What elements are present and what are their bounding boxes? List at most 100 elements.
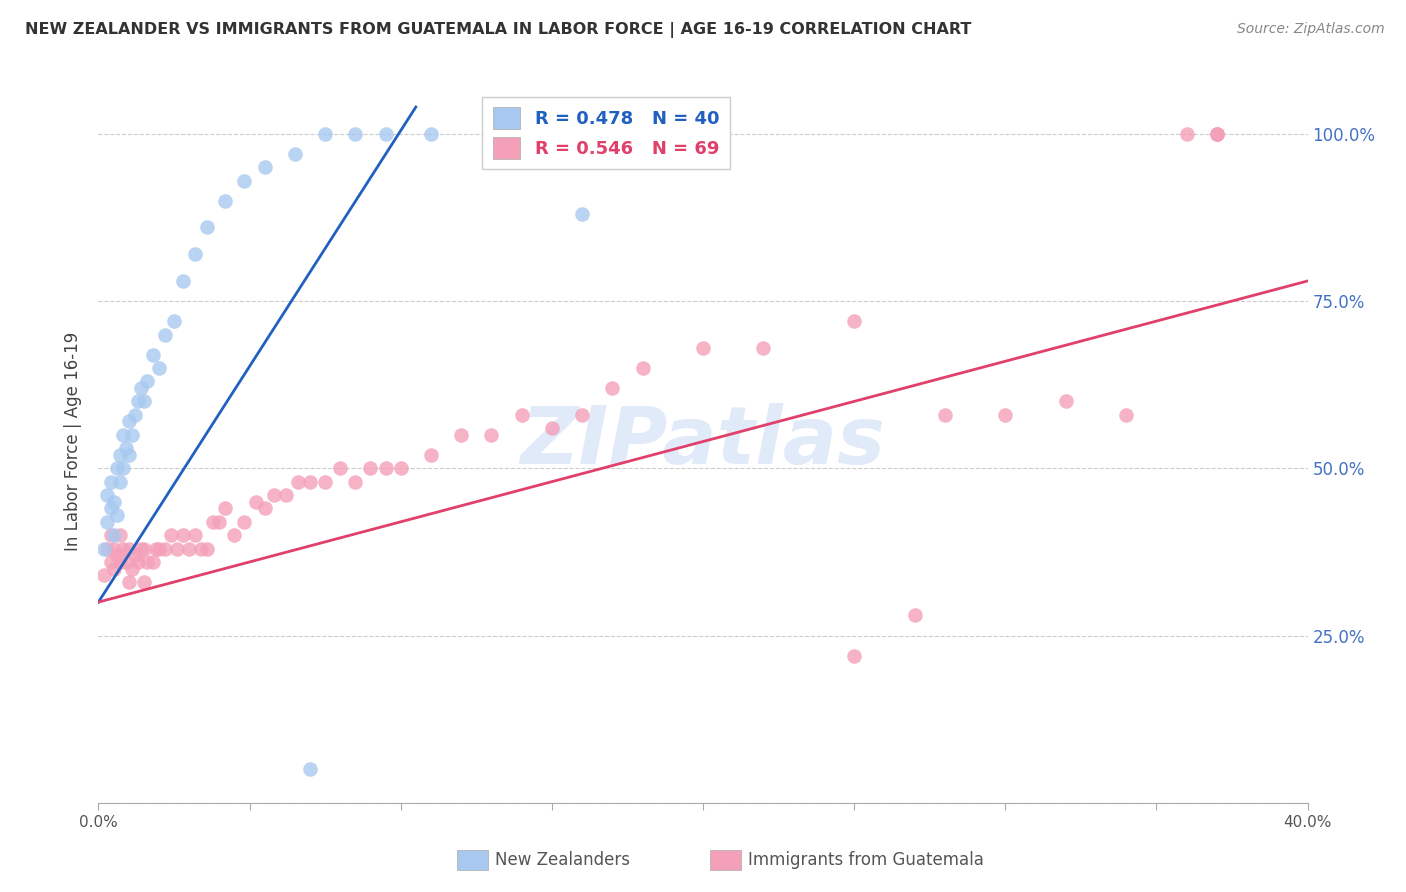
Text: ZIPatlas: ZIPatlas [520, 402, 886, 481]
Point [253, 161, 276, 175]
Point [344, 475, 367, 489]
Point [844, 648, 866, 663]
Point [103, 528, 125, 542]
Point [124, 548, 146, 563]
Point [114, 555, 136, 569]
Point [118, 541, 141, 556]
Point [904, 608, 927, 623]
Point [184, 528, 207, 542]
Point [96, 488, 118, 502]
Point [96, 515, 118, 529]
Point [108, 448, 131, 462]
Point [510, 408, 533, 422]
Point [481, 427, 503, 442]
Point [127, 394, 149, 409]
Point [124, 408, 146, 422]
Point [148, 541, 170, 556]
Text: Source: ZipAtlas.com: Source: ZipAtlas.com [1237, 22, 1385, 37]
Point [172, 274, 194, 288]
Point [111, 427, 134, 442]
Point [135, 375, 157, 389]
Point [571, 408, 593, 422]
Point [105, 508, 128, 523]
Point [287, 475, 309, 489]
Point [1206, 127, 1229, 141]
Point [111, 541, 134, 556]
Point [374, 127, 396, 141]
Point [142, 555, 165, 569]
Y-axis label: In Labor Force | Age 16-19: In Labor Force | Age 16-19 [65, 332, 83, 551]
Point [540, 421, 562, 435]
Point [100, 555, 122, 569]
Point [253, 501, 276, 516]
Point [96, 541, 118, 556]
Point [299, 762, 322, 776]
Point [1115, 408, 1137, 422]
Legend: R = 0.478   N = 40, R = 0.546   N = 69: R = 0.478 N = 40, R = 0.546 N = 69 [482, 96, 730, 169]
Point [135, 555, 157, 569]
Point [1054, 394, 1077, 409]
Point [208, 515, 231, 529]
Point [224, 528, 246, 542]
Point [1206, 127, 1229, 141]
Point [111, 461, 134, 475]
Point [934, 408, 956, 422]
Point [360, 461, 382, 475]
Point [145, 541, 167, 556]
Point [571, 207, 593, 221]
Point [100, 501, 122, 516]
Point [481, 127, 503, 141]
Point [118, 575, 141, 590]
Point [132, 541, 155, 556]
Point [994, 408, 1017, 422]
Point [103, 494, 125, 508]
Point [163, 314, 186, 328]
Point [450, 427, 472, 442]
Point [344, 127, 367, 141]
Point [103, 541, 125, 556]
Point [232, 173, 254, 188]
Point [127, 555, 149, 569]
Point [108, 528, 131, 542]
Point [153, 327, 176, 342]
Point [121, 427, 143, 442]
Point [329, 461, 352, 475]
Point [129, 541, 152, 556]
Point [844, 314, 866, 328]
Point [105, 548, 128, 563]
Point [179, 541, 201, 556]
Text: Immigrants from Guatemala: Immigrants from Guatemala [748, 851, 984, 869]
Point [153, 541, 176, 556]
Point [195, 541, 218, 556]
Text: NEW ZEALANDER VS IMMIGRANTS FROM GUATEMALA IN LABOR FORCE | AGE 16-19 CORRELATIO: NEW ZEALANDER VS IMMIGRANTS FROM GUATEMA… [25, 22, 972, 38]
Point [214, 501, 236, 516]
Point [420, 448, 443, 462]
Point [160, 528, 183, 542]
Point [202, 515, 225, 529]
Point [172, 528, 194, 542]
Point [118, 414, 141, 429]
Point [284, 147, 307, 161]
Point [142, 348, 165, 362]
Point [631, 361, 654, 376]
Point [190, 541, 212, 556]
Point [195, 220, 218, 235]
Point [1206, 127, 1229, 141]
Point [299, 475, 322, 489]
Point [692, 341, 714, 355]
Point [1175, 127, 1198, 141]
Point [374, 461, 396, 475]
Point [245, 494, 267, 508]
Point [314, 127, 336, 141]
Point [274, 488, 297, 502]
Point [148, 361, 170, 376]
Point [389, 461, 412, 475]
Point [100, 528, 122, 542]
Point [121, 562, 143, 576]
Point [263, 488, 285, 502]
Point [166, 541, 188, 556]
Point [100, 475, 122, 489]
Point [105, 461, 128, 475]
Point [214, 194, 236, 208]
Text: New Zealanders: New Zealanders [495, 851, 630, 869]
